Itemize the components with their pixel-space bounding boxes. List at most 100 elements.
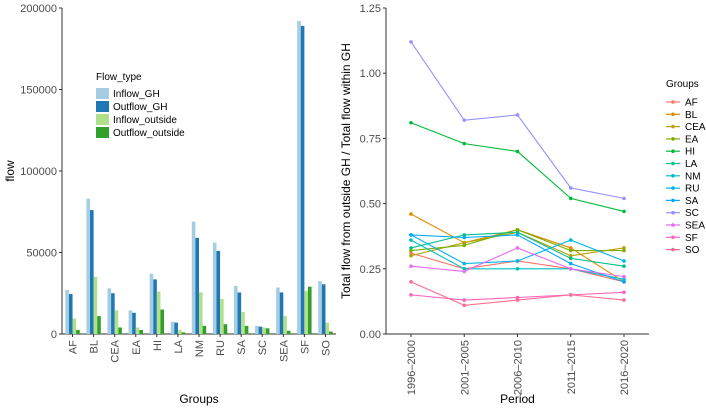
bar-inflow-outside-sa bbox=[241, 311, 245, 334]
series-line-sc bbox=[410, 41, 625, 199]
x-axis-title: Period bbox=[500, 392, 535, 406]
x-tick-label: SF bbox=[299, 340, 311, 354]
bar-inflow-outside-ru bbox=[220, 298, 224, 334]
bar-inflow-gh-bl bbox=[86, 198, 91, 334]
point-la-1 bbox=[409, 246, 413, 250]
y-tick-label: 50000 bbox=[26, 248, 57, 260]
bar-outflow-outside-sea bbox=[286, 330, 291, 334]
y-tick-label: 1.25 bbox=[360, 3, 381, 15]
y-tick-label: 0 bbox=[51, 329, 57, 341]
bar-outflow-gh-la bbox=[174, 322, 178, 334]
x-tick-label: SC bbox=[257, 340, 269, 355]
legend-label: Inflow_outside bbox=[113, 115, 177, 126]
bar-outflow-gh-nm bbox=[195, 237, 199, 334]
x-tick-label: CEA bbox=[110, 339, 122, 362]
point-ea-4 bbox=[568, 248, 573, 253]
point-la-3 bbox=[515, 230, 520, 235]
legend-key-point-sea bbox=[671, 223, 675, 227]
legend-key-point-sc bbox=[671, 210, 675, 215]
point-sa-3 bbox=[515, 233, 520, 237]
bar-inflow-gh-sf bbox=[297, 21, 301, 334]
bar-outflow-gh-sc bbox=[258, 326, 263, 334]
point-hi-2 bbox=[462, 141, 467, 146]
x-tick-label: BL bbox=[89, 340, 101, 353]
point-nm-5 bbox=[622, 277, 626, 282]
x-tick-label: RU bbox=[215, 340, 227, 356]
y-tick-label: 0.25 bbox=[360, 264, 381, 276]
point-sc-1 bbox=[409, 40, 413, 44]
legend-label: EA bbox=[685, 134, 699, 145]
point-sa-1 bbox=[409, 233, 413, 237]
bar-outflow-outside-sc bbox=[265, 328, 270, 334]
bar-outflow-outside-sa bbox=[244, 325, 249, 334]
point-hi-5 bbox=[622, 209, 626, 214]
point-sea-2 bbox=[462, 269, 467, 274]
legend-label: RU bbox=[685, 184, 699, 195]
bar-inflow-outside-nm bbox=[199, 292, 203, 334]
legend-label: Outflow_outside bbox=[113, 128, 185, 139]
legend-label: SC bbox=[685, 208, 699, 219]
bar-outflow-gh-bl bbox=[90, 210, 94, 334]
point-ru-3 bbox=[515, 259, 520, 263]
bar-inflow-gh-sc bbox=[255, 325, 259, 334]
bar-inflow-outside-sc bbox=[262, 327, 266, 334]
x-tick-label: NM bbox=[194, 340, 206, 357]
bar-inflow-gh-sa bbox=[233, 285, 238, 334]
point-sf-3 bbox=[515, 295, 520, 300]
point-sc-4 bbox=[568, 186, 573, 190]
bar-inflow-outside-hi bbox=[156, 291, 161, 334]
legend-key-point-nm bbox=[671, 174, 675, 178]
x-tick-label: SO bbox=[320, 340, 332, 356]
point-sf-2 bbox=[462, 298, 467, 302]
legend-key-point-ru bbox=[671, 186, 675, 190]
point-sc-3 bbox=[515, 113, 520, 117]
x-tick-label: EA bbox=[131, 339, 143, 354]
legend-label: SO bbox=[685, 245, 700, 256]
bar-outflow-outside-so bbox=[329, 331, 333, 334]
point-bl-1 bbox=[409, 212, 413, 216]
legend-key-point-la bbox=[671, 161, 675, 166]
y-tick-label: 1.00 bbox=[360, 68, 381, 80]
point-sea-3 bbox=[515, 246, 520, 250]
legend-title: Groups bbox=[666, 79, 699, 90]
bar-inflow-outside-cea bbox=[114, 310, 119, 334]
legend-key-point-af bbox=[671, 100, 675, 104]
bar-inflow-gh-nm bbox=[191, 221, 196, 334]
bar-outflow-outside-hi bbox=[160, 309, 165, 334]
point-sea-1 bbox=[409, 264, 413, 268]
point-sc-2 bbox=[462, 118, 467, 122]
point-sf-1 bbox=[409, 293, 413, 297]
point-so-3 bbox=[515, 298, 520, 302]
bar-outflow-outside-la bbox=[181, 332, 186, 334]
x-axis-title: Groups bbox=[179, 392, 218, 406]
legend-swatch-outflow-outside bbox=[96, 127, 109, 138]
series-line-sa bbox=[410, 234, 625, 283]
point-cea-4 bbox=[568, 253, 573, 258]
bar-outflow-gh-sa bbox=[237, 292, 242, 334]
point-so-5 bbox=[622, 298, 626, 302]
bar-inflow-outside-so bbox=[325, 322, 330, 334]
x-tick-label: LA bbox=[173, 339, 185, 353]
point-hi-3 bbox=[515, 149, 520, 154]
legend-key-point-bl bbox=[671, 112, 675, 117]
point-hi-1 bbox=[409, 120, 413, 125]
point-ru-2 bbox=[462, 261, 467, 266]
y-axis-title: flow bbox=[3, 160, 17, 182]
bar-outflow-gh-af bbox=[68, 294, 73, 334]
x-tick-label: AF bbox=[68, 340, 80, 354]
point-sc-5 bbox=[622, 196, 626, 201]
y-tick-label: 150000 bbox=[20, 85, 57, 97]
y-tick-label: 100000 bbox=[20, 166, 57, 178]
point-nm-1 bbox=[409, 238, 413, 242]
y-tick-label: 0.00 bbox=[360, 329, 381, 341]
line-chart-flow-ratio-by-period: 0.00 0.25 0.50 0.75 1.00 1.25 1996–2000 2001–20… bbox=[339, 3, 706, 406]
legend-label: AF bbox=[685, 98, 698, 109]
point-sa-2 bbox=[462, 235, 467, 240]
point-sa-5 bbox=[622, 280, 626, 284]
bar-outflow-outside-cea bbox=[118, 327, 122, 334]
bar-inflow-gh-cea bbox=[107, 288, 112, 334]
point-ea-5 bbox=[622, 248, 626, 253]
point-so-1 bbox=[409, 280, 413, 284]
legend-swatch-inflow-outside bbox=[96, 114, 109, 125]
point-sa-4 bbox=[568, 261, 573, 266]
